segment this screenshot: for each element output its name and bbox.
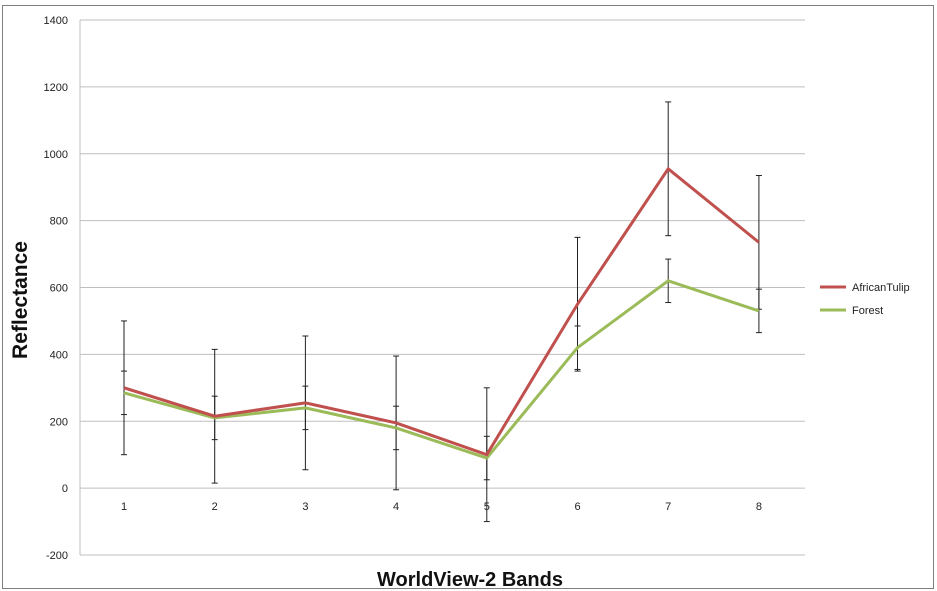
y-tick-label: 0 (62, 483, 68, 495)
x-tick-label: 7 (665, 501, 671, 513)
y-tick-label: 600 (50, 283, 68, 295)
gridlines (79, 19, 805, 556)
y-tick-label: -200 (46, 550, 68, 562)
y-tick-label: 1000 (44, 149, 68, 161)
x-tick-label: 6 (574, 501, 580, 513)
y-tick-label: 1200 (44, 82, 68, 94)
x-tick-label: 3 (302, 501, 308, 513)
chart-frame (2, 5, 934, 589)
y-tick-label: 1400 (44, 15, 68, 27)
series-line-forest (123, 279, 760, 460)
y-tick-label: 400 (50, 349, 68, 361)
x-axis-title: WorldView-2 Bands (377, 569, 563, 591)
y-axis-title: Reflectance (9, 241, 32, 359)
series-lines (123, 167, 760, 460)
x-tick-label: 4 (393, 501, 399, 513)
error-bars (121, 101, 762, 523)
x-tick-label: 1 (121, 501, 127, 513)
y-tick-label: 200 (50, 416, 68, 428)
legend-label-forest: Forest (852, 305, 883, 317)
x-tick-labels: 12345678 (121, 501, 762, 513)
x-tick-label: 2 (212, 501, 218, 513)
y-tick-labels: -200 0 200 400 600 800 1000 1200 1400 (44, 15, 68, 562)
y-tick-label: 800 (50, 216, 68, 228)
series-line-africantulip (123, 167, 760, 457)
legend: AfricanTulip Forest (820, 282, 910, 317)
legend-label-african-tulip: AfricanTulip (852, 282, 910, 294)
x-tick-label: 8 (756, 501, 762, 513)
